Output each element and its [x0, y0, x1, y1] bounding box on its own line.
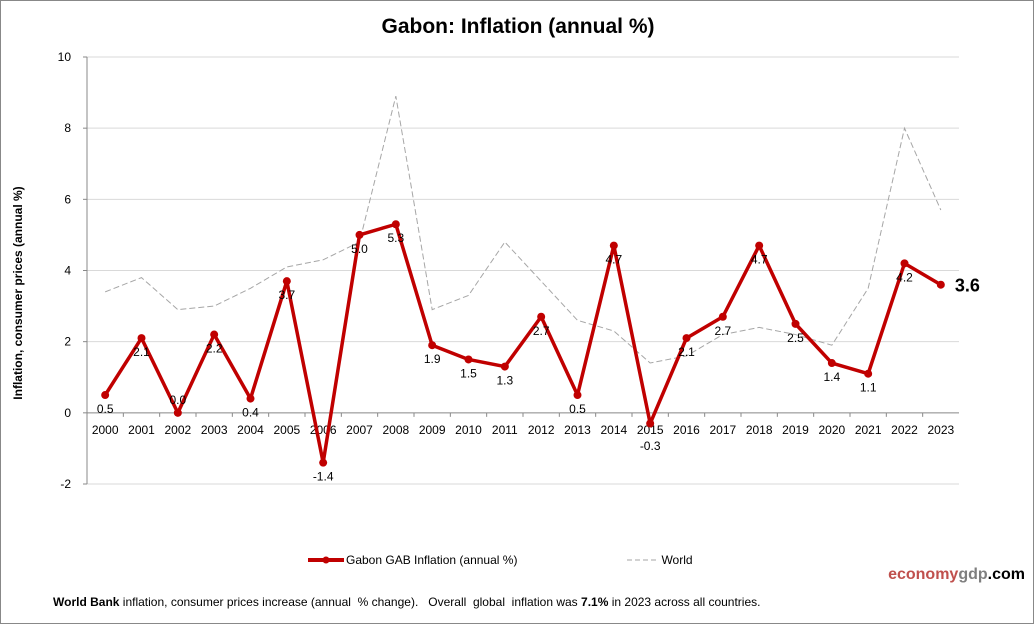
data-label: 2.5 [787, 331, 804, 345]
gabon-point [537, 312, 546, 321]
gabon-point [682, 334, 691, 343]
x-tick-label: 2001 [128, 423, 155, 437]
gabon-point [500, 362, 509, 371]
brand-logo: economygdp.com [888, 566, 1025, 584]
x-tick-label: 2023 [927, 423, 954, 437]
series-gabon-line [103, 222, 942, 465]
gabon-point [718, 312, 727, 321]
gabon-point [101, 391, 110, 400]
y-tick-label: 2 [64, 335, 71, 349]
brand-part2: gdp [958, 566, 988, 583]
data-label: 3.7 [278, 288, 295, 302]
y-tick-label: -2 [60, 477, 71, 491]
y-tick-label: 0 [64, 406, 71, 420]
data-label: 1.4 [823, 370, 840, 384]
data-label: 1.3 [496, 374, 513, 388]
gabon-point [791, 319, 800, 328]
legend-world-label: World [661, 553, 693, 567]
x-tick-label: 2015 [637, 423, 664, 437]
gabon-point [573, 391, 582, 400]
gabon-point [319, 458, 328, 467]
gabon-point [609, 241, 618, 250]
legend: Gabon GAB Inflation (annual %) World [306, 553, 693, 567]
legend-gabon-swatch [308, 556, 344, 564]
footer-global-value: 7.1% [581, 595, 609, 609]
legend-item-world: World [625, 553, 693, 567]
data-label: 1.9 [424, 352, 441, 366]
data-label: 4.2 [896, 270, 913, 284]
data-label: 4.7 [605, 253, 622, 267]
data-label: 0.5 [569, 402, 586, 416]
data-label: 2.7 [533, 324, 550, 338]
gabon-point [355, 230, 364, 239]
x-tick-label: 2014 [600, 423, 627, 437]
footer-source: World Bank [53, 595, 120, 609]
legend-world-swatch [627, 559, 660, 561]
data-label: -0.3 [640, 439, 661, 453]
footer-text1: inflation, consumer prices increase (ann… [119, 595, 582, 609]
x-tick-label: 2000 [92, 423, 119, 437]
x-tick-label: 2007 [346, 423, 373, 437]
brand-part1: economy [888, 566, 959, 583]
legend-gabon-label: Gabon GAB Inflation (annual %) [346, 553, 518, 567]
x-tick-label: 2002 [164, 423, 191, 437]
gabon-point [464, 355, 473, 364]
data-label: 1.5 [460, 366, 477, 380]
gabon-point [827, 359, 836, 368]
x-tick-label: 2011 [492, 423, 518, 437]
x-tick-label: 2010 [455, 423, 482, 437]
footer-text2: in 2023 across all countries. [608, 595, 761, 609]
data-label: 0.5 [97, 402, 114, 416]
y-tick-label: 4 [64, 264, 71, 278]
x-tick-label: 2021 [855, 423, 882, 437]
data-label: 2.1 [678, 345, 695, 359]
data-label: 1.1 [860, 381, 877, 395]
gabon-point [755, 241, 764, 250]
data-label: 4.7 [751, 253, 768, 267]
data-label: 0.4 [242, 406, 259, 420]
gabon-point [391, 220, 400, 229]
y-tick-label: 10 [58, 50, 72, 64]
gabon-point [210, 330, 219, 339]
series-world-line [104, 96, 942, 364]
y-tick-label: 8 [64, 121, 71, 135]
data-label: -1.4 [313, 470, 334, 484]
legend-item-gabon: Gabon GAB Inflation (annual %) [306, 553, 517, 567]
gabon-point [428, 341, 437, 350]
gabon-point [864, 369, 873, 378]
x-tick-label: 2022 [891, 423, 918, 437]
y-tick-label: 6 [64, 192, 71, 206]
chart-title: Gabon: Inflation (annual %) [381, 15, 655, 38]
last-value-label: 3.6 [955, 276, 980, 296]
data-label: 2.1 [133, 345, 150, 359]
gabon-point [246, 394, 255, 403]
x-tick-label: 2008 [382, 423, 409, 437]
data-label: 0.0 [169, 393, 186, 407]
x-tick-label: 2004 [237, 423, 264, 437]
gabon-point [137, 334, 146, 343]
x-tick-label: 2020 [818, 423, 845, 437]
gabon-point [173, 408, 182, 417]
gabon-point [936, 280, 945, 289]
x-tick-label: 2005 [273, 423, 300, 437]
footer-note: World Bank inflation, consumer prices in… [53, 595, 760, 609]
x-tick-label: 2013 [564, 423, 591, 437]
gabon-point [900, 259, 909, 268]
x-tick-label: 2012 [528, 423, 555, 437]
x-tick-label: 2017 [709, 423, 736, 437]
data-label: 2.7 [714, 324, 731, 338]
brand-part3: .com [987, 566, 1025, 583]
x-tick-label: 2016 [673, 423, 700, 437]
data-label: 2.2 [206, 342, 223, 356]
x-tick-label: 2019 [782, 423, 809, 437]
x-tick-label: 2018 [746, 423, 773, 437]
data-label: 5.0 [351, 242, 368, 256]
gabon-point [282, 277, 291, 286]
x-tick-label: 2009 [419, 423, 446, 437]
gabon-point [646, 419, 655, 428]
x-tick-label: 2003 [201, 423, 228, 437]
data-label: 5.3 [387, 231, 404, 245]
